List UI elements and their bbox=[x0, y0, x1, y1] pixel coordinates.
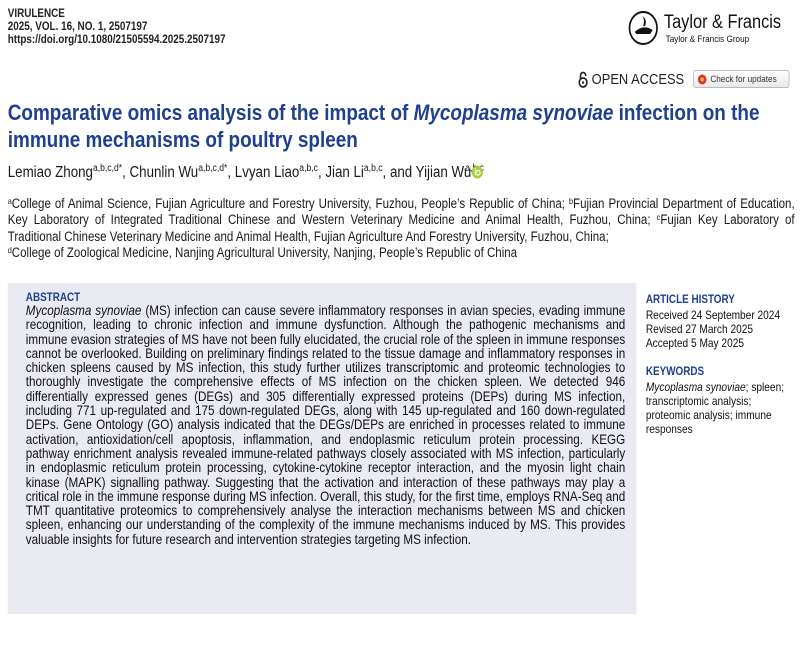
keyword: immune responses bbox=[645, 408, 772, 436]
author-separator: , bbox=[227, 164, 235, 181]
keyword: transcriptomic analysis bbox=[645, 394, 749, 408]
title-italic: Mycoplasma synoviae bbox=[413, 100, 614, 125]
title-text: infection on the immune mechanisms of po… bbox=[7, 100, 760, 152]
affiliation-text: Fujian Provincial Department of Educatio… bbox=[7, 196, 795, 228]
keywords-list: Mycoplasma synoviae; spleen; transcripto… bbox=[646, 380, 797, 436]
spacer bbox=[646, 350, 797, 365]
affiliation-text: Fujian Key Laboratory of Traditional Chi… bbox=[7, 212, 795, 244]
keyword-separator: ; bbox=[729, 408, 736, 422]
publisher-name: Taylor & Francis bbox=[663, 12, 782, 33]
check-updates-button[interactable]: Check for updates bbox=[693, 70, 790, 88]
author-affiliation-marks: a,b,c,d* bbox=[92, 163, 123, 174]
author-name: Lemiao Zhong bbox=[7, 164, 93, 181]
doi[interactable]: https://doi.org/10.1080/21505594.2025.25… bbox=[7, 34, 226, 46]
affiliation-label: a bbox=[7, 196, 12, 206]
orcid-icon[interactable] bbox=[471, 165, 483, 179]
journal-name: VIRULENCE bbox=[7, 8, 65, 20]
keyword: Mycoplasma synoviae bbox=[645, 380, 746, 394]
keyword-separator: ; bbox=[781, 380, 785, 394]
open-access-label: OPEN ACCESS bbox=[591, 71, 685, 88]
keyword: proteomic analysis bbox=[645, 408, 730, 422]
affiliation-label: c bbox=[656, 212, 661, 223]
keyword-separator: ; bbox=[748, 394, 752, 408]
author-name: Yijian Wu bbox=[415, 164, 472, 181]
author-name: Chunlin Wu bbox=[129, 164, 199, 181]
keywords-heading: KEYWORDS bbox=[645, 366, 705, 378]
abstract-body: (MS) infection can cause severe inflamma… bbox=[25, 303, 626, 547]
journal-issue: 2025, VOL. 16, NO. 1, 2507197 bbox=[7, 21, 148, 33]
keyword: spleen bbox=[751, 380, 782, 394]
check-updates-label: Check for updates bbox=[710, 73, 777, 85]
publisher-logo: Taylor & Francis Taylor & Francis Group bbox=[626, 10, 798, 50]
author-separator: , bbox=[317, 164, 326, 181]
affiliations: aCollege of Animal Science, Fujian Agric… bbox=[8, 196, 795, 261]
updates-icon bbox=[697, 74, 707, 84]
author-name: Jian Li bbox=[325, 164, 364, 181]
affiliation-text: College of Zoological Medicine, Nanjing … bbox=[11, 244, 518, 260]
author-name: Lvyan Liao bbox=[234, 164, 300, 181]
affiliation-label: b bbox=[568, 196, 574, 206]
keyword-separator: ; bbox=[745, 380, 752, 394]
author-affiliation-marks: a,b,c bbox=[299, 163, 318, 174]
history-date: Received 24 September 2024 bbox=[645, 308, 781, 322]
abstract-text: Mycoplasma synoviae (MS) infection can c… bbox=[25, 303, 626, 547]
publisher-icon bbox=[628, 11, 658, 45]
history-heading: ARTICLE HISTORY bbox=[645, 294, 735, 306]
author-separator: , bbox=[122, 164, 130, 181]
author-affiliation-marks: a,b,c bbox=[363, 163, 383, 174]
open-access: OPEN ACCESS bbox=[578, 71, 684, 88]
abstract-italic: Mycoplasma synoviae bbox=[25, 303, 142, 318]
abstract-heading: ABSTRACT bbox=[25, 292, 81, 304]
sidebar: ARTICLE HISTORY Received 24 September 20… bbox=[646, 293, 797, 436]
abstract-box bbox=[7, 283, 637, 614]
history-date: Revised 27 March 2025 bbox=[645, 322, 754, 336]
author-affiliation-marks: a,b,c,d* bbox=[198, 163, 228, 174]
history-date: Accepted 5 May 2025 bbox=[645, 336, 745, 350]
author-list: Lemiao Zhonga,b,c,d*, Chunlin Wua,b,c,d*… bbox=[8, 164, 795, 182]
title-text: Comparative omics analysis of the impact… bbox=[7, 100, 414, 125]
author-separator: , and bbox=[382, 164, 416, 181]
affiliation-label: d bbox=[7, 244, 12, 255]
history-dates: Received 24 September 2024 Revised 27 Mar… bbox=[646, 308, 797, 350]
journal-info: VIRULENCE 2025, VOL. 16, NO. 1, 2507197 … bbox=[8, 8, 226, 47]
affiliation-text: College of Animal Science, Fujian Agricu… bbox=[11, 196, 569, 211]
open-access-icon bbox=[578, 71, 588, 88]
publisher-group: Taylor & Francis Group bbox=[665, 34, 750, 45]
article-title: Comparative omics analysis of the impact… bbox=[8, 99, 795, 153]
